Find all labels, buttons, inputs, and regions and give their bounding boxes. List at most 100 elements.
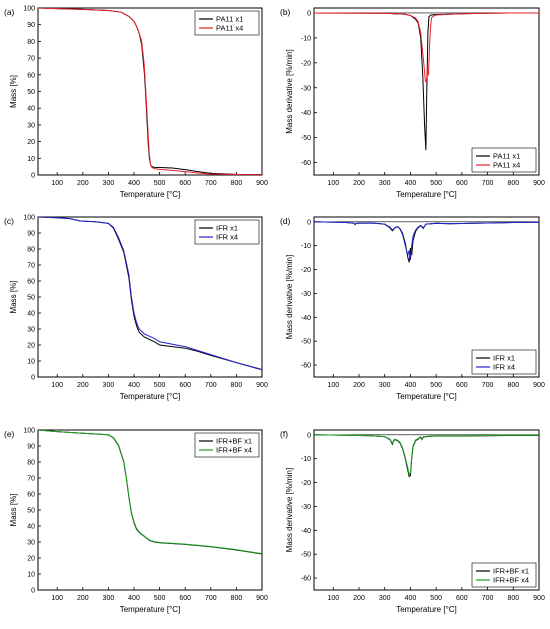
x-tick-label: 500: [154, 180, 166, 187]
x-tick-label: 300: [379, 382, 391, 389]
x-tick-label: 900: [256, 595, 268, 602]
legend-label: PA11 x1: [493, 152, 520, 161]
x-tick-label: 700: [482, 595, 494, 602]
y-tick-label: -60: [301, 363, 311, 370]
y-tick-label: 30: [27, 122, 35, 129]
x-tick-label: 300: [103, 180, 115, 187]
y-axis-title: Mass [%]: [9, 494, 18, 527]
x-tick-label: 300: [103, 382, 115, 389]
y-tick-label: -30: [301, 291, 311, 298]
legend-label: PA11 x4: [216, 24, 243, 33]
x-tick-label: 500: [430, 382, 442, 389]
y-tick-label: 20: [27, 556, 35, 563]
x-tick-label: 100: [51, 382, 63, 389]
y-tick-label: 0: [31, 375, 35, 382]
chart-panel-4: (d) 100 200 300 400 500 600 700 800 900 0 -10 -20 -30…: [280, 216, 545, 401]
y-tick-label: 90: [27, 22, 35, 29]
x-tick-label: 900: [533, 382, 545, 389]
x-tick-label: 100: [327, 595, 339, 602]
x-tick-label: 800: [231, 180, 243, 187]
y-tick-label: -30: [301, 85, 311, 92]
y-tick-label: -10: [301, 35, 311, 42]
y-tick-label: 60: [27, 492, 35, 499]
panel-label: (a): [4, 7, 15, 17]
y-tick-label: 50: [27, 508, 35, 515]
plot-frame: [313, 429, 540, 591]
y-tick-label: -10: [301, 243, 311, 250]
series-line-2: [38, 217, 262, 370]
x-tick-label: 900: [533, 180, 545, 187]
x-tick-label: 900: [256, 180, 268, 187]
y-axis-title: Mass derivative [%/min]: [285, 468, 294, 552]
legend-label: IFR+BF x4: [493, 576, 529, 585]
y-tick-label: 0: [307, 432, 311, 439]
y-tick-label: 40: [27, 311, 35, 318]
y-tick-label: 40: [27, 106, 35, 113]
legend-box: [194, 10, 260, 36]
y-tick-label: 10: [27, 156, 35, 163]
x-tick-label: 600: [456, 595, 468, 602]
x-tick-label: 100: [327, 180, 339, 187]
x-tick-label: 300: [103, 595, 115, 602]
plot-frame: [313, 7, 540, 176]
x-tick-label: 100: [327, 382, 339, 389]
y-axis-title: Mass derivative [%/min]: [285, 49, 294, 133]
y-tick-label: 50: [27, 89, 35, 96]
x-tick-label: 400: [128, 180, 140, 187]
legend-box: [471, 562, 537, 588]
y-tick-label: 70: [27, 476, 35, 483]
panel-label: (c): [4, 216, 14, 226]
x-axis-title: Temperature [°C]: [396, 605, 457, 614]
x-tick-label: 100: [51, 595, 63, 602]
y-tick-label: 100: [23, 6, 35, 13]
x-tick-label: 600: [179, 180, 191, 187]
x-axis-title: Temperature [°C]: [396, 190, 457, 199]
legend-label: IFR x1: [216, 224, 238, 233]
y-tick-label: -50: [301, 339, 311, 346]
y-tick-label: 60: [27, 72, 35, 79]
chart-panel-6: (f) 100 200 300 400 500 600 700 800 900 0 -10 -20 -30…: [280, 429, 545, 614]
x-tick-label: 700: [205, 382, 217, 389]
series-line-2: [38, 430, 262, 555]
x-tick-label: 200: [353, 595, 365, 602]
y-tick-label: -60: [301, 160, 311, 167]
x-tick-label: 200: [353, 180, 365, 187]
x-tick-label: 900: [256, 382, 268, 389]
series-line-1: [314, 221, 539, 263]
y-tick-label: 80: [27, 460, 35, 467]
y-axis-title: Mass [%]: [9, 281, 18, 314]
y-tick-label: 20: [27, 343, 35, 350]
y-tick-label: 30: [27, 540, 35, 547]
x-tick-label: 400: [128, 595, 140, 602]
x-tick-label: 600: [456, 382, 468, 389]
chart-panel-5: (e) 100 200 300 400 500 600 700 800 900 0 10 20 30 40 5…: [4, 428, 268, 615]
y-tick-label: -30: [301, 504, 311, 511]
x-tick-label: 300: [379, 595, 391, 602]
legend-label: PA11 x4: [493, 161, 520, 170]
y-tick-label: 30: [27, 327, 35, 334]
legend-label: IFR x4: [216, 233, 238, 242]
legend-label: IFR x1: [493, 354, 515, 363]
x-axis-title: Temperature [°C]: [120, 605, 181, 614]
y-tick-label: 90: [27, 231, 35, 238]
y-tick-label: 0: [31, 588, 35, 595]
y-tick-label: 20: [27, 139, 35, 146]
legend-label: IFR x4: [493, 363, 515, 372]
legend-label: PA11 x1: [216, 15, 243, 24]
x-axis-title: Temperature [°C]: [396, 392, 457, 401]
y-tick-label: 100: [23, 428, 35, 435]
y-tick-label: 80: [27, 247, 35, 254]
y-tick-label: 10: [27, 572, 35, 579]
x-tick-label: 800: [507, 180, 519, 187]
y-tick-label: 0: [307, 219, 311, 226]
x-tick-label: 100: [51, 180, 63, 187]
y-tick-label: -40: [301, 315, 311, 322]
x-tick-label: 200: [77, 595, 89, 602]
y-tick-label: -40: [301, 110, 311, 117]
y-tick-label: -50: [301, 552, 311, 559]
panel-label: (e): [4, 429, 15, 439]
